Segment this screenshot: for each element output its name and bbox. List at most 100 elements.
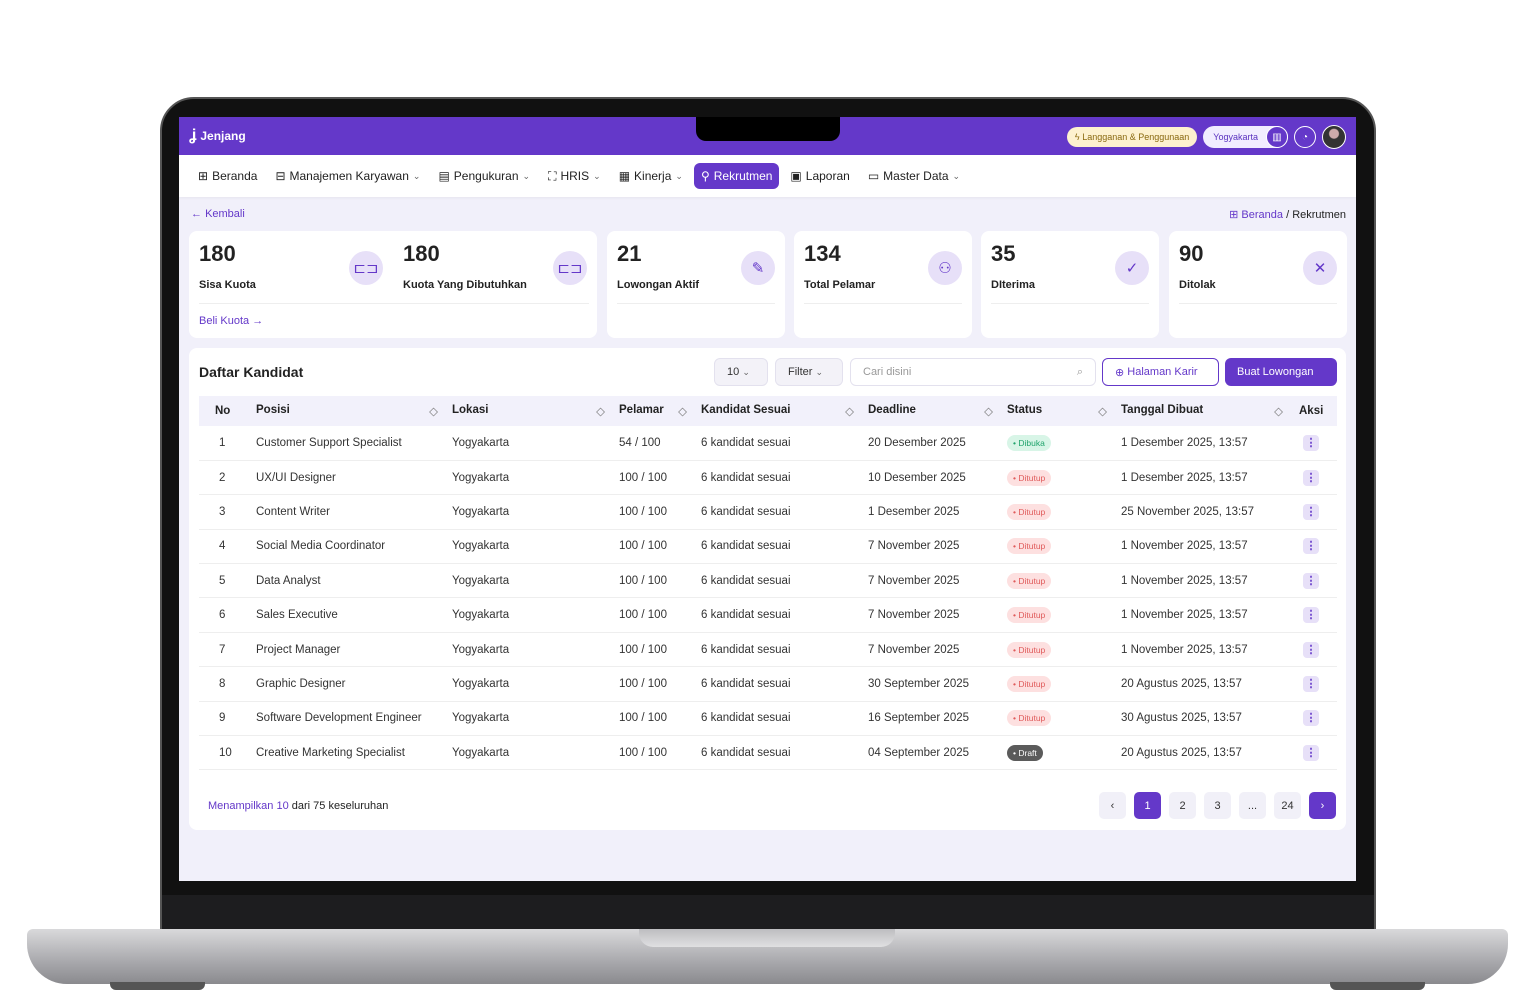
cell: Yogyakarta — [446, 597, 613, 633]
status-label: Ditutup — [1018, 575, 1046, 586]
more-actions-icon[interactable]: ⋮ — [1303, 503, 1319, 520]
cell: 30 Agustus 2025, 13:57 — [1115, 701, 1291, 737]
camera-notch — [696, 117, 840, 141]
search-input[interactable]: Cari disini ⌕ — [850, 358, 1096, 386]
more-actions-icon[interactable]: ⋮ — [1303, 538, 1319, 555]
sort-icon[interactable]: ◇ — [1274, 406, 1283, 418]
main-nav: ⊞ Beranda ⊟ Manajemen Karyawan ⌄ ▤ Pengukuran ⌄… — [179, 155, 1356, 197]
cell: Content Writer — [250, 494, 446, 530]
x-circle-icon: ✕ — [1303, 251, 1337, 285]
notification-bell-icon[interactable]: ◔ — [1294, 126, 1316, 148]
table-row[interactable]: 4 Social Media Coordinator Yogyakarta 100 /… — [199, 529, 1337, 565]
page-button[interactable]: ... — [1239, 792, 1266, 819]
table-row[interactable]: 3 Content Writer Yogyakarta 100 / 100 6 kand… — [199, 494, 1337, 530]
column-header-aksi[interactable]: Aksi — [1291, 396, 1337, 426]
more-actions-icon[interactable]: ⋮ — [1303, 607, 1319, 624]
status-label: Ditutup — [1018, 506, 1046, 517]
search-placeholder: Cari disini — [863, 366, 912, 378]
subscription-label: Langganan & Penggunaan — [1082, 132, 1190, 142]
column-header-no[interactable]: No — [199, 396, 250, 426]
nav-item-beranda[interactable]: ⊞ Beranda — [191, 163, 264, 189]
back-link[interactable]: ← Kembali — [191, 208, 245, 220]
next-page-button[interactable]: › — [1309, 792, 1336, 819]
status-label: Ditutup — [1018, 713, 1046, 724]
column-header-pelamar[interactable]: Pelamar ◇ — [613, 396, 695, 426]
buy-quota-link[interactable]: Beli Kuota → — [199, 315, 264, 327]
column-label: Status — [1007, 404, 1043, 416]
filter-button[interactable]: Filter ⌄ — [775, 358, 843, 386]
table-row[interactable]: 8 Graphic Designer Yogyakarta 100 / 100 6 ka… — [199, 666, 1337, 702]
column-header-tanggal-dibuat[interactable]: Tanggal Dibuat ◇ — [1115, 396, 1291, 426]
cell: ⋮ — [1291, 597, 1337, 633]
nav-item-master-data[interactable]: ▭ Master Data ⌄ — [861, 163, 967, 189]
status-label: Ditutup — [1018, 610, 1046, 621]
sort-icon[interactable]: ◇ — [429, 406, 438, 418]
sort-icon[interactable]: ◇ — [845, 406, 854, 418]
sort-icon[interactable]: ◇ — [1098, 406, 1107, 418]
stat-value: 21 — [617, 241, 642, 266]
column-header-lokasi[interactable]: Lokasi ◇ — [446, 396, 613, 426]
page-button[interactable]: 3 — [1204, 792, 1231, 819]
nav-item-rekrutmen[interactable]: ⚲ Rekrutmen — [693, 163, 780, 189]
check-circle-icon: ✓ — [1115, 251, 1149, 285]
nav-item-laporan[interactable]: ▣ Laporan — [783, 163, 856, 189]
more-actions-icon[interactable]: ⋮ — [1303, 434, 1319, 451]
table-row[interactable]: 5 Data Analyst Yogyakarta 100 / 100 6 kandid… — [199, 563, 1337, 599]
stat-value: 180 — [403, 241, 440, 266]
nav-item-manajemen-karyawan[interactable]: ⊟ Manajemen Karyawan ⌄ — [268, 163, 427, 189]
stat-card: 21 Lowongan Aktif ✎ — [607, 231, 785, 338]
column-header-kandidat-sesuai[interactable]: Kandidat Sesuai ◇ — [695, 396, 862, 426]
more-actions-icon[interactable]: ⋮ — [1303, 675, 1319, 692]
laptop-foot — [110, 982, 205, 990]
cell: 5 — [199, 563, 250, 599]
page-button[interactable]: 24 — [1274, 792, 1301, 819]
sort-icon[interactable]: ◇ — [984, 406, 993, 418]
more-actions-icon[interactable]: ⋮ — [1303, 641, 1319, 658]
briefcase-icon: ⊟ — [275, 169, 286, 183]
nav-item-kinerja[interactable]: ▦ Kinerja ⌄ — [612, 163, 690, 189]
status-label: Ditutup — [1018, 678, 1046, 689]
page-button[interactable]: 2 — [1169, 792, 1196, 819]
nav-item-hris[interactable]: ⛶ HRIS ⌄ — [541, 163, 608, 190]
laptop-base — [27, 929, 1508, 984]
subscription-button[interactable]: ϟ Langganan & Penggunaan — [1066, 127, 1198, 147]
cell: Yogyakarta — [446, 426, 613, 461]
cell: Yogyakarta — [446, 529, 613, 565]
users-icon: ⚇ — [928, 251, 962, 285]
more-actions-icon[interactable]: ⋮ — [1303, 744, 1319, 761]
table-row[interactable]: 1 Customer Support Specialist Yogyakarta 54… — [199, 426, 1337, 461]
create-vacancy-button[interactable]: Buat Lowongan — [1225, 358, 1337, 386]
cell: 6 kandidat sesuai — [695, 494, 862, 530]
table-row[interactable]: 10 Creative Marketing Specialist Yogyakart… — [199, 735, 1337, 771]
status-badge: • Ditutup — [1007, 538, 1052, 555]
cell: UX/UI Designer — [250, 460, 446, 496]
table-row[interactable]: 2 UX/UI Designer Yogyakarta 100 / 100 6 kand… — [199, 460, 1337, 496]
more-actions-icon[interactable]: ⋮ — [1303, 572, 1319, 589]
nav-item-pengukuran[interactable]: ▤ Pengukuran ⌄ — [431, 163, 537, 189]
page-button[interactable]: 1 — [1134, 792, 1161, 819]
location-selector[interactable]: Yogyakarta ▥ — [1203, 126, 1288, 148]
prev-page-button[interactable]: ‹ — [1099, 792, 1126, 819]
more-actions-icon[interactable]: ⋮ — [1303, 710, 1319, 727]
ticket-icon: ⊏⊐ — [553, 251, 587, 285]
table-row[interactable]: 6 Sales Executive Yogyakarta 100 / 100 6 kan… — [199, 597, 1337, 633]
column-label: Aksi — [1299, 405, 1324, 417]
table-row[interactable]: 7 Project Manager Yogyakarta 100 / 100 6 kan… — [199, 632, 1337, 668]
table-row[interactable]: 9 Software Development Engineer Yogyakarta… — [199, 701, 1337, 737]
status-label: Ditutup — [1018, 472, 1046, 483]
column-header-posisi[interactable]: Posisi ◇ — [250, 396, 446, 426]
cell: 20 Desember 2025 — [862, 426, 1001, 461]
sort-icon[interactable]: ◇ — [596, 406, 605, 418]
stat-card: 35 DIterima ✓ — [981, 231, 1159, 338]
sort-icon[interactable]: ◇ — [678, 406, 687, 418]
career-page-button[interactable]: ⊕ Halaman Karir — [1102, 358, 1219, 386]
breadcrumb-home[interactable]: ⊞ Beranda — [1229, 209, 1284, 221]
stat-card: 90 Ditolak ✕ — [1169, 231, 1347, 338]
avatar[interactable] — [1322, 125, 1346, 149]
stat-value: 90 — [1179, 241, 1204, 266]
column-header-deadline[interactable]: Deadline ◇ — [862, 396, 1001, 426]
page-size-select[interactable]: 10 ⌄ — [714, 358, 768, 386]
column-header-status[interactable]: Status ◇ — [1001, 396, 1115, 426]
more-actions-icon[interactable]: ⋮ — [1303, 469, 1319, 486]
back-label: Kembali — [205, 208, 245, 220]
